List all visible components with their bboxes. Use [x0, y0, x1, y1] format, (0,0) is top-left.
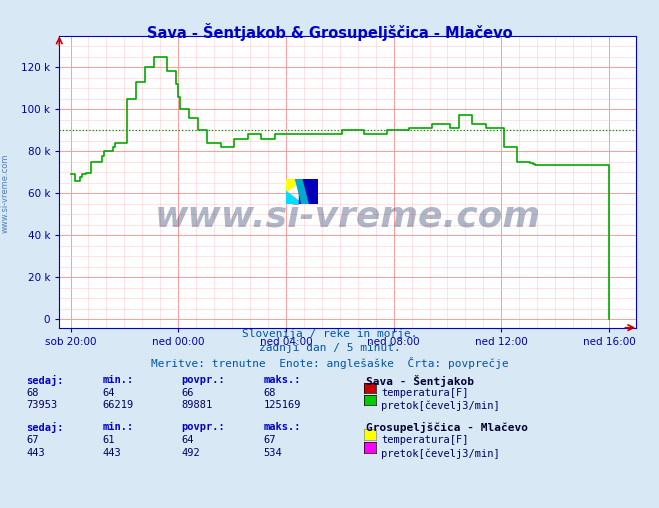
Text: 67: 67 [26, 435, 39, 445]
Text: maks.:: maks.: [264, 422, 301, 432]
Text: Meritve: trenutne  Enote: anglešaške  Črta: povprečje: Meritve: trenutne Enote: anglešaške Črta… [151, 357, 508, 369]
Text: 67: 67 [264, 435, 276, 445]
Text: Sava - Šentjakob & Grosupeljščica - Mlačevo: Sava - Šentjakob & Grosupeljščica - Mlač… [147, 23, 512, 41]
Text: pretok[čevelj3/min]: pretok[čevelj3/min] [381, 400, 500, 411]
Text: min.:: min.: [102, 375, 133, 385]
Text: zadnji dan / 5 minut.: zadnji dan / 5 minut. [258, 343, 401, 353]
Polygon shape [286, 179, 302, 191]
Text: 89881: 89881 [181, 400, 212, 410]
Text: 73953: 73953 [26, 400, 57, 410]
Text: temperatura[F]: temperatura[F] [381, 388, 469, 398]
Text: povpr.:: povpr.: [181, 422, 225, 432]
Text: povpr.:: povpr.: [181, 375, 225, 385]
Text: maks.:: maks.: [264, 375, 301, 385]
Text: 68: 68 [26, 388, 39, 398]
Text: 492: 492 [181, 448, 200, 458]
Text: 66: 66 [181, 388, 194, 398]
Text: Sava - Šentjakob: Sava - Šentjakob [366, 375, 474, 387]
Polygon shape [286, 191, 302, 204]
Text: Slovenija / reke in morje.: Slovenija / reke in morje. [242, 329, 417, 339]
Text: pretok[čevelj3/min]: pretok[čevelj3/min] [381, 448, 500, 459]
Text: 534: 534 [264, 448, 282, 458]
Text: 443: 443 [26, 448, 45, 458]
Text: sedaj:: sedaj: [26, 422, 64, 433]
Text: 125169: 125169 [264, 400, 301, 410]
Text: temperatura[F]: temperatura[F] [381, 435, 469, 445]
Text: www.si-vreme.com: www.si-vreme.com [1, 153, 10, 233]
Text: 64: 64 [181, 435, 194, 445]
Text: Grosupeljščica - Mlačevo: Grosupeljščica - Mlačevo [366, 422, 528, 433]
Text: 68: 68 [264, 388, 276, 398]
Text: 66219: 66219 [102, 400, 133, 410]
Text: 443: 443 [102, 448, 121, 458]
Polygon shape [295, 179, 308, 204]
Text: 64: 64 [102, 388, 115, 398]
Polygon shape [299, 179, 318, 204]
Text: www.si-vreme.com: www.si-vreme.com [155, 200, 540, 234]
Text: 61: 61 [102, 435, 115, 445]
Text: min.:: min.: [102, 422, 133, 432]
Text: sedaj:: sedaj: [26, 375, 64, 386]
